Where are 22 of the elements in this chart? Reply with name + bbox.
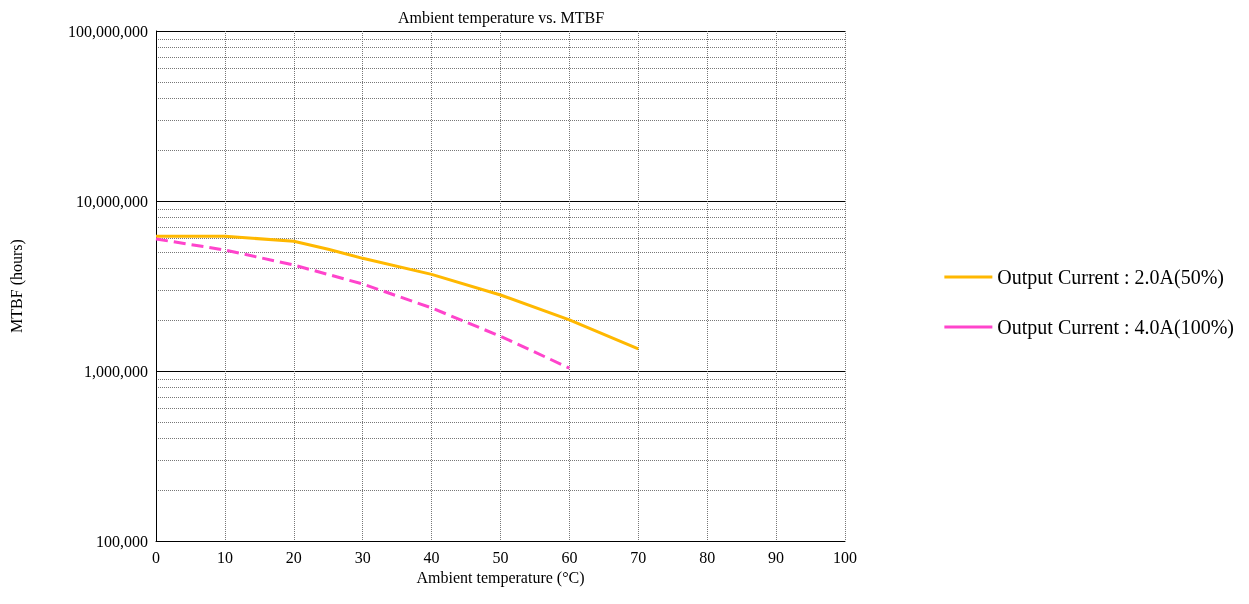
y-tick-label: 100,000 [96,532,148,550]
y-tick-label: 100,000,000 [68,22,148,40]
y-axis-title: MTBF (hours) [7,239,26,333]
x-tick-label: 80 [699,548,716,566]
x-axis-title: Ambient temperature (°C) [416,569,585,588]
line-series [154,234,640,351]
x-tick-label: 40 [423,548,440,566]
x-tick-label: 20 [285,548,302,566]
legend-label: Output Current : 2.0A(50%) [997,266,1225,289]
y-tick-label: 1,000,000 [84,362,148,380]
y-tick-label: 10,000,000 [76,192,148,210]
x-tick-label: 100 [833,548,857,566]
x-tick-label: 10 [216,548,233,566]
line-series [154,237,571,370]
x-tick-label: 50 [492,548,509,566]
x-tick-label: 30 [354,548,371,566]
legend-label: Output Current : 4.0A(100%) [997,316,1235,339]
x-tick-label: 70 [630,548,647,566]
x-tick-label: 60 [561,548,578,566]
x-tick-label: 0 [152,548,160,566]
chart-title: Ambient temperature vs. MTBF [397,8,605,27]
x-tick-label: 90 [768,548,785,566]
